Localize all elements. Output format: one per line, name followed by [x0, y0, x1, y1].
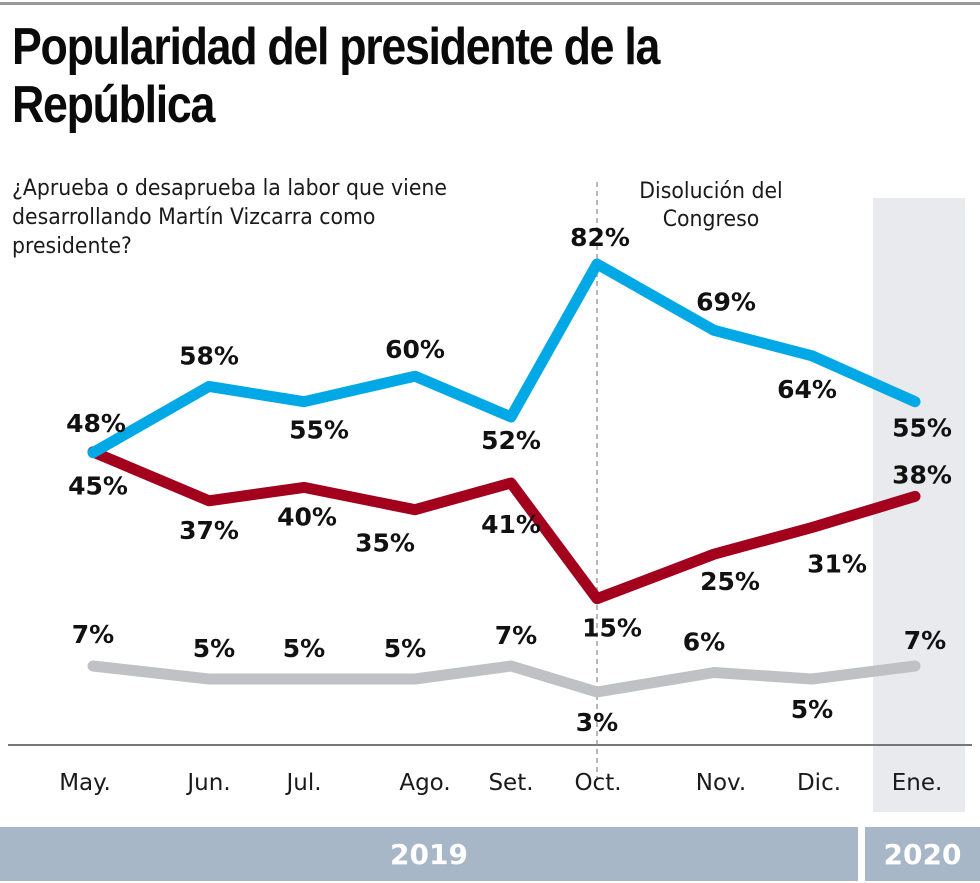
- data-label-no-precisa: 5%: [384, 634, 426, 663]
- data-label-desaprueba: 35%: [355, 529, 415, 558]
- data-label-no-precisa: 7%: [72, 620, 114, 649]
- x-tick-label: Set.: [488, 770, 533, 796]
- x-tick-label: Jul.: [284, 770, 321, 796]
- data-label-no-precisa: 5%: [283, 634, 325, 663]
- data-label-aprueba: 64%: [777, 375, 837, 404]
- data-label-desaprueba: 15%: [582, 614, 642, 643]
- data-label-aprueba: 69%: [696, 287, 756, 316]
- x-tick-label: Ago.: [399, 770, 450, 796]
- data-label-no-precisa: 5%: [791, 695, 833, 724]
- data-label-aprueba: 55%: [892, 414, 952, 443]
- data-label-no-precisa: 5%: [193, 634, 235, 663]
- data-label-no-precisa: 7%: [904, 626, 946, 655]
- series-line-desaprueba: [87, 446, 921, 605]
- data-label-desaprueba: 25%: [700, 567, 760, 596]
- data-label-aprueba: 45%: [68, 472, 128, 501]
- data-label-aprueba: 58%: [179, 341, 239, 370]
- data-label-no-precisa: 7%: [495, 621, 537, 650]
- data-label-aprueba: 60%: [385, 335, 445, 364]
- year-bar-2020: 2020: [865, 827, 980, 881]
- chart-subtitle-question: ¿Aprueba o desaprueba la labor que viene…: [12, 176, 447, 259]
- top-rule: [0, 2, 980, 5]
- x-tick-label: Dic.: [797, 770, 841, 796]
- x-tick-label: Jun.: [185, 770, 230, 796]
- data-label-desaprueba: 40%: [277, 502, 337, 531]
- series-line-aprueba: [87, 258, 921, 459]
- data-label-no-precisa: 6%: [683, 628, 725, 657]
- x-tick-label: May.: [59, 770, 111, 796]
- data-label-aprueba: 52%: [481, 426, 541, 455]
- x-tick-label: Ene.: [892, 770, 943, 796]
- x-tick-label: Nov.: [696, 770, 746, 796]
- chart-title: Popularidad del presidente de la Repúbli…: [12, 18, 660, 134]
- data-label-no-precisa: 3%: [576, 708, 618, 737]
- series-line-no-precisa: [87, 660, 921, 698]
- year-bar-2019: 2019: [0, 827, 858, 881]
- data-label-desaprueba: 41%: [481, 510, 541, 539]
- x-tick-label: Oct.: [574, 770, 621, 796]
- data-label-desaprueba: 37%: [179, 516, 239, 545]
- data-labels: 45% 58% 55% 60% 52% 82% 69% 64% 55% 48% 37% 40% 35% 4…: [66, 223, 952, 737]
- data-label-aprueba: 55%: [289, 416, 349, 445]
- data-label-desaprueba: 31%: [807, 550, 867, 579]
- series-lines: [87, 258, 921, 698]
- annotation-label: Disolución del Congreso: [639, 179, 783, 232]
- x-tick-labels: May. Jun. Jul. Ago. Set. Oct. Nov. Dic. Ene.: [59, 770, 942, 796]
- data-label-desaprueba: 48%: [66, 409, 126, 438]
- data-label-desaprueba: 38%: [892, 460, 952, 489]
- data-label-aprueba: 82%: [570, 223, 630, 252]
